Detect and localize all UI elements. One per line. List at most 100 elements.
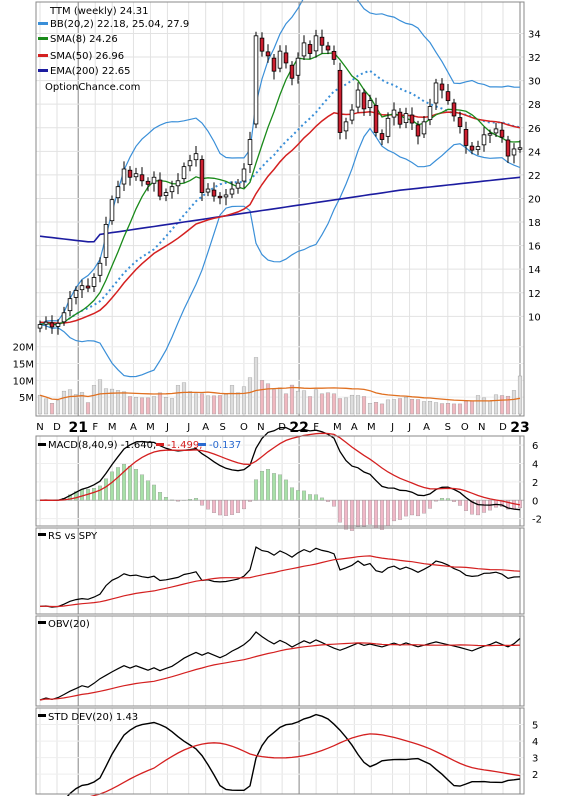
candle-body [433,82,439,104]
macd-hist-bar [445,498,451,501]
x-tick-label: J [390,422,394,433]
macd-hist-bar [109,471,115,501]
bb-lower-line [159,127,521,361]
macd-hist-bar [469,500,475,515]
std-legend-text: STD DEV(20) 1.43 [48,712,138,723]
macd-hist-bar [121,463,127,501]
x-tick-label: M [146,422,155,433]
volume-bar [145,397,151,415]
macd-tick-label: 4 [532,460,538,471]
macd-hist-bar [235,500,241,513]
candle-body [247,139,253,165]
candle-body [265,51,271,57]
volume-bar [433,402,439,415]
volume-bar [475,395,481,415]
macd-hist-bar [427,500,433,509]
candle-body [205,188,211,193]
macd-hist-bar [349,500,355,531]
candle-body [181,166,187,180]
macd-hist-bar [247,500,253,502]
x-tick-label: 21 [68,420,87,436]
macd-hist-bar [193,498,199,501]
candle-body [463,128,469,146]
candle-body [397,111,403,125]
x-tick-label: N [257,422,264,433]
volume-bar [337,398,343,415]
volume-bar [121,391,127,415]
macd-hist-bar [325,500,331,502]
volume-tick-label: 10M [13,376,34,387]
price-tick-label: 22 [528,171,541,182]
x-tick-label: J [186,422,190,433]
macd-hist-bar [391,500,397,522]
volume-bar [139,397,145,415]
candle-body [337,69,343,133]
volume-bar [403,396,409,415]
volume-bar [235,392,241,415]
candle-body [67,298,73,312]
volume-bar [379,403,385,415]
volume-bar [367,403,373,415]
volume-bar [397,398,403,415]
bb-lower-warmup [39,324,161,378]
candle-body [253,35,259,125]
volume-bar [325,392,331,415]
legend-sma50: SMA(50) 26.96 [50,51,124,62]
candle-body [271,57,277,72]
ema200-line [39,176,521,243]
x-tick-label: 23 [510,420,529,436]
x-tick-label: M [367,422,376,433]
std-tick-label: 2 [532,770,538,781]
macd-hist-bar [463,500,469,511]
candle-body [391,109,397,118]
volume-bar [409,399,415,415]
candle-body [343,121,349,132]
macd-hist-bar [127,465,133,501]
x-tick-label: N [478,422,485,433]
candle-body [493,128,499,134]
macd-hist-bar [313,494,319,501]
legend-title: TTM (weekly) 24.31 [49,6,148,17]
macd-hist-bar [433,500,439,502]
volume-bar [79,392,85,415]
macd-tick-label: -2 [532,515,542,526]
volume-tick-label: 15M [13,360,34,371]
volume-bar [361,396,367,415]
volume-bar [259,380,265,415]
macd-hist-bar [139,474,145,501]
legend-bb-swatch [38,22,48,25]
candle-body [79,285,85,291]
obv-line [39,631,521,701]
price-tick-label: 30 [528,77,541,88]
volume-bar [319,393,325,415]
legend-bb: BB(20,2) 22.18, 25.04, 27.9 [50,19,189,30]
price-panel [37,0,523,378]
volume-tick-label: 20M [13,343,34,354]
candle-body [445,91,451,102]
candle-body [301,42,307,57]
candle-body [421,121,427,135]
rs-ma-line [39,555,521,608]
volume-panel [37,357,523,415]
macd-hist-bar [175,500,181,502]
macd-signal-line [39,432,521,506]
candle-body [91,277,97,287]
candle-body [355,89,361,108]
candle-body [235,182,241,189]
macd-hist-bar [385,500,391,526]
volume-bar [61,390,67,415]
std-tick-label: 5 [532,721,538,732]
volume-bar [115,390,121,415]
legend-ema200: EMA(200) 22.65 [50,66,130,77]
candle-body [259,37,265,52]
candle-body [415,124,421,137]
candle-body [499,129,505,138]
macd-signal-value: -1.499, [167,440,202,451]
volume-bar [421,401,427,415]
candle-body [103,223,109,258]
candle-body [379,133,385,140]
volume-bar [163,396,169,415]
candle-body [217,195,223,199]
volume-bar [499,395,505,415]
macd-signal-swatch [156,443,164,446]
